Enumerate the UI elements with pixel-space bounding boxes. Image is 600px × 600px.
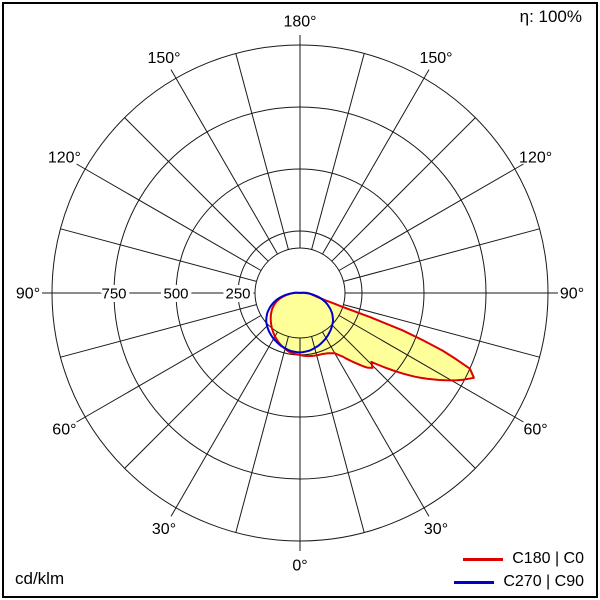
angle-label: 30° [152,521,176,538]
series-curves [265,291,475,382]
angle-label: 90° [560,286,584,303]
angle-label: 0° [292,558,307,575]
ring-label: 750 [101,285,126,302]
legend-item-c270-c90: C270 | C90 [454,573,584,591]
filled-area-C0 [270,292,474,381]
series-fills [270,292,474,381]
angle-labels: 0° 30° 60° 90° 120° 150° 180° 150° 120° 90° 60° 30° [16,14,584,575]
ring-value-labels: 750 500 250 [98,282,254,306]
angle-label: 150° [419,50,452,67]
ring-label: 250 [225,285,250,302]
angle-label: 60° [523,422,547,439]
legend: C180 | C0 C270 | C90 [454,550,584,591]
angle-label: 120° [48,150,81,167]
angle-label: 180° [283,14,316,31]
legend-label-c180-c0: C180 | C0 [512,550,584,567]
angle-label: 30° [424,521,448,538]
angle-label: 90° [16,286,40,303]
legend-blue-line-icon [454,580,495,584]
ring-label: 500 [163,285,188,302]
angle-label: 150° [147,50,180,67]
unit-label: cd/klm [15,569,65,588]
legend-label-c270-c90: C270 | C90 [503,573,584,590]
legend-red-line-icon [463,557,504,561]
curve-C270-C90 [265,291,335,354]
angle-label: 60° [52,422,76,439]
efficiency-label: η: 100% [519,7,582,26]
angle-label: 120° [519,150,552,167]
legend-item-c180-c0: C180 | C0 [454,550,584,568]
